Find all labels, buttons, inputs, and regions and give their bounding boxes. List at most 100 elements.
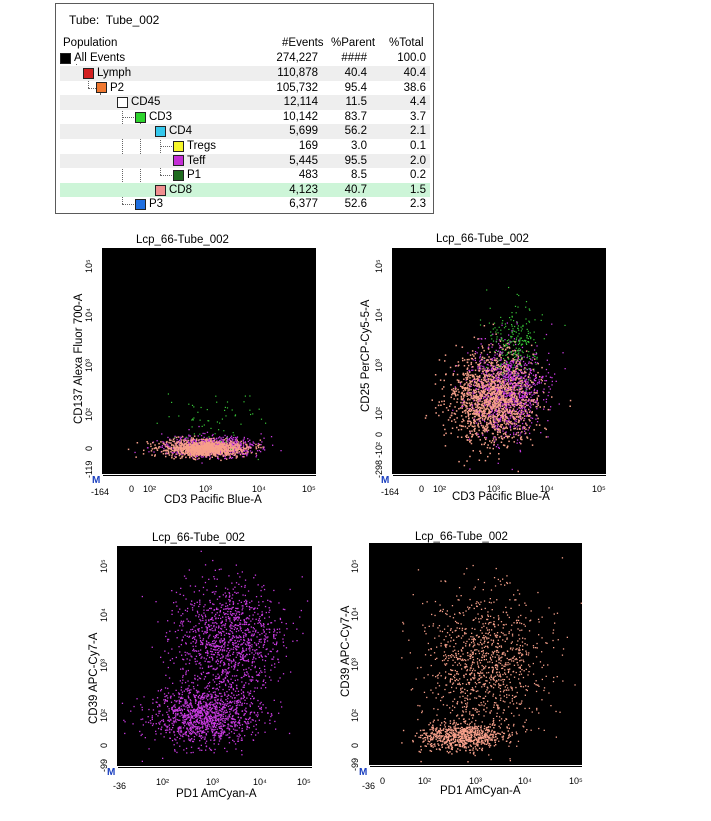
- gate-color-swatch: [96, 82, 107, 94]
- m-logo-icon: M: [381, 475, 390, 486]
- population-row-cd45[interactable]: CD45 12,114 11.5 4.4: [60, 95, 430, 110]
- col-header-events[interactable]: #Events: [282, 37, 324, 49]
- percent-parent: 3.0: [351, 140, 367, 152]
- population-label: CD45: [131, 96, 161, 109]
- events-count: 274,227: [276, 52, 318, 64]
- y-tick: 10⁵: [374, 259, 384, 273]
- gate-color-swatch: [135, 111, 146, 123]
- col-header-parent[interactable]: %Parent: [331, 37, 376, 49]
- percent-total: 0.1: [410, 140, 426, 152]
- population-row-cd3[interactable]: CD3 10,142 83.7 3.7: [60, 110, 430, 125]
- population-name: CD3: [135, 110, 172, 125]
- y-tick: 10⁴: [84, 308, 94, 322]
- plot-title: Lcp_66-Tube_002: [152, 532, 245, 544]
- y-tick: 10²: [84, 407, 94, 421]
- y-tick: 0: [374, 431, 384, 437]
- plot-area[interactable]: [103, 248, 316, 474]
- y-axis: [111, 546, 118, 766]
- x-tick: 0: [129, 484, 135, 494]
- plot-area[interactable]: [393, 248, 606, 474]
- col-header-population[interactable]: Population: [63, 37, 118, 49]
- percent-total: 40.4: [403, 67, 426, 79]
- x-tick: 10³: [469, 776, 483, 786]
- x-axis: [393, 475, 606, 482]
- gate-color-swatch: [135, 199, 146, 211]
- plot-area[interactable]: [118, 546, 312, 766]
- population-row-tregs[interactable]: Tregs 169 3.0 0.1: [60, 139, 430, 154]
- x-tick: 10⁵: [297, 777, 311, 787]
- percent-total: 3.7: [410, 110, 426, 123]
- x-tick: 10⁵: [302, 484, 316, 494]
- events-count: 12,114: [283, 96, 318, 109]
- population-row-all-events[interactable]: All Events 274,227 #### 100.0: [60, 51, 430, 66]
- y-tick: 10⁴: [350, 607, 360, 621]
- population-row-cd8[interactable]: CD8 4,123 40.7 1.5: [60, 182, 430, 198]
- x-min-label: -164: [381, 487, 400, 497]
- population-row-lymph[interactable]: Lymph 110,878 40.4 40.4: [60, 66, 430, 81]
- x-min-label: -164: [91, 487, 110, 497]
- population-row-p3[interactable]: P3 6,377 52.6 2.3: [60, 197, 430, 212]
- population-label: All Events: [74, 52, 126, 64]
- percent-parent: 95.4: [344, 81, 367, 94]
- y-tick: 10⁵: [84, 259, 94, 273]
- gate-color-swatch: [117, 96, 128, 108]
- population-name: P2: [96, 81, 124, 96]
- x-tick: 10²: [418, 776, 432, 786]
- y-axis-label: CD25 PerCP-Cy5-5-A: [360, 299, 372, 412]
- m-logo-icon: M: [107, 767, 116, 778]
- population-label: P2: [110, 81, 125, 94]
- population-label: CD3: [149, 110, 173, 123]
- y-tick: 10⁵: [350, 559, 360, 573]
- x-axis-label: CD3 Pacific Blue-A: [452, 491, 550, 503]
- population-row-teff[interactable]: Teff 5,445 95.5 2.0: [60, 153, 430, 169]
- events-count: 5,445: [289, 154, 318, 167]
- y-tick: 0: [99, 742, 109, 748]
- plot-area[interactable]: [370, 543, 582, 765]
- plot-title: Lcp_66-Tube_002: [415, 531, 508, 543]
- percent-parent: 52.6: [344, 198, 367, 211]
- percent-total: 2.0: [410, 154, 426, 167]
- percent-total: 100.0: [397, 52, 426, 64]
- percent-parent: 83.7: [344, 110, 367, 123]
- y-axis: [386, 248, 393, 474]
- population-row-p2[interactable]: P2 105,732 95.4 38.6: [60, 81, 430, 96]
- x-tick: 10⁵: [592, 484, 606, 494]
- m-logo-icon: M: [359, 767, 368, 778]
- gate-color-swatch: [173, 169, 184, 181]
- x-tick: 10³: [206, 777, 220, 787]
- population-row-cd4[interactable]: CD4 5,699 56.2 2.1: [60, 124, 430, 139]
- y-tick: 10³: [374, 358, 384, 372]
- m-logo-icon: M: [92, 475, 101, 486]
- population-row-p1[interactable]: P1 483 8.5 0.2: [60, 168, 430, 183]
- tree-line: [122, 204, 134, 205]
- x-axis: [118, 767, 312, 774]
- percent-parent: 95.5: [344, 154, 367, 167]
- tree-line: [122, 117, 134, 118]
- population-label: Lymph: [97, 67, 132, 79]
- tree-line: [88, 78, 89, 88]
- x-tick: 0: [419, 484, 425, 494]
- percent-parent: 56.2: [344, 125, 367, 138]
- col-header-total[interactable]: %Total: [389, 37, 424, 49]
- events-count: 5,699: [289, 125, 318, 138]
- gate-color-swatch: [60, 52, 71, 64]
- gate-color-swatch: [83, 67, 94, 79]
- population-label: CD4: [169, 125, 193, 138]
- x-tick: 10²: [433, 484, 447, 494]
- population-name: P3: [135, 197, 163, 212]
- population-label: P3: [149, 198, 164, 211]
- percent-parent: 40.4: [344, 67, 367, 79]
- y-tick: -10²: [374, 441, 384, 458]
- scatter-dots: [121, 550, 309, 762]
- x-tick: 10²: [156, 777, 170, 787]
- events-count: 4,123: [289, 183, 318, 196]
- y-tick: 10³: [99, 658, 109, 672]
- x-min-label: -36: [362, 781, 376, 791]
- percent-parent: ####: [341, 52, 367, 64]
- gate-color-swatch: [155, 184, 166, 196]
- scatter-dots: [424, 286, 572, 473]
- events-count: 10,142: [282, 110, 318, 123]
- tube-name: Tube_002: [105, 13, 160, 27]
- gate-color-swatch: [173, 140, 184, 152]
- population-name: CD4: [155, 124, 192, 139]
